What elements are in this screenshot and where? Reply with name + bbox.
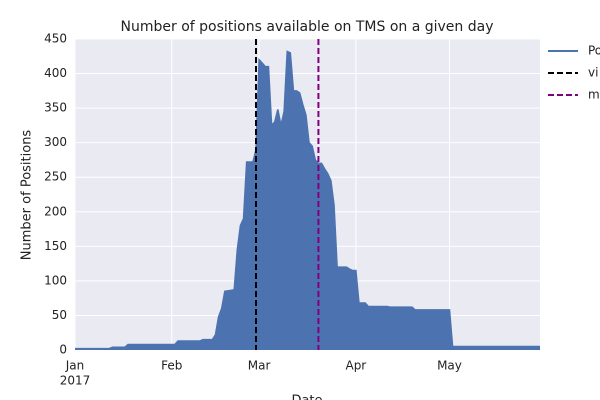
line [75,50,540,350]
y-tick-label: 250 [44,170,67,184]
y-tick-label: 0 [59,343,67,357]
x-axis-label: Date [291,394,322,400]
y-tick-label: 350 [44,101,67,115]
y-tick-label: 200 [44,204,67,218]
x-tick-label: Feb [161,359,182,373]
y-axis-label: Number of Positions [20,130,35,261]
x-tick-label: May [437,359,462,373]
chart-title: Number of positions available on TMS on … [121,19,494,35]
area [75,51,540,350]
y-tick-label: 50 [52,308,67,322]
y-tick-label: 300 [44,135,67,149]
x-year-label: 2017 [60,374,91,388]
y-tick-label: 450 [44,32,67,46]
y-tick-label: 150 [44,239,67,253]
legend-label: vi [588,66,598,80]
x-tick-label: Apr [345,359,366,373]
y-tick-label: 400 [44,66,67,80]
x-tick-label: Jan [65,359,85,373]
legend-label: Po [588,44,600,58]
legend-label: m [588,88,600,102]
x-tick-label: Mar [248,359,271,373]
y-tick-label: 100 [44,273,67,287]
